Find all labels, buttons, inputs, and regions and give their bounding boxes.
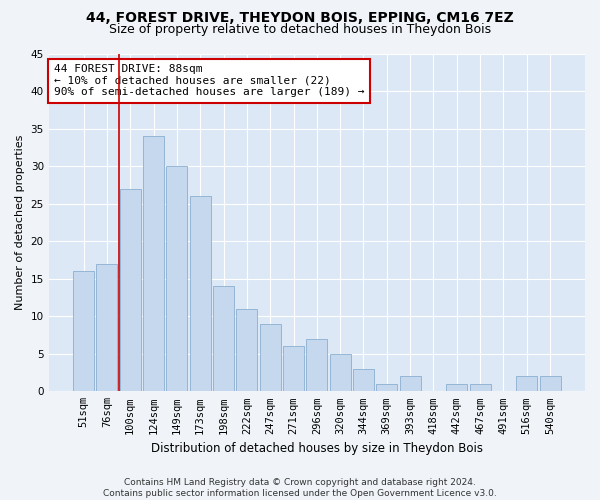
Bar: [376, 384, 397, 392]
Bar: [190, 196, 211, 392]
Bar: [283, 346, 304, 392]
Text: Size of property relative to detached houses in Theydon Bois: Size of property relative to detached ho…: [109, 22, 491, 36]
Bar: [470, 384, 491, 392]
Bar: [353, 369, 374, 392]
Bar: [143, 136, 164, 392]
X-axis label: Distribution of detached houses by size in Theydon Bois: Distribution of detached houses by size …: [151, 442, 483, 455]
Bar: [400, 376, 421, 392]
Bar: [516, 376, 537, 392]
Bar: [260, 324, 281, 392]
Bar: [539, 376, 560, 392]
Text: 44, FOREST DRIVE, THEYDON BOIS, EPPING, CM16 7EZ: 44, FOREST DRIVE, THEYDON BOIS, EPPING, …: [86, 11, 514, 25]
Text: Contains HM Land Registry data © Crown copyright and database right 2024.
Contai: Contains HM Land Registry data © Crown c…: [103, 478, 497, 498]
Bar: [307, 339, 328, 392]
Bar: [236, 309, 257, 392]
Bar: [73, 272, 94, 392]
Y-axis label: Number of detached properties: Number of detached properties: [15, 135, 25, 310]
Bar: [446, 384, 467, 392]
Bar: [120, 189, 140, 392]
Text: 44 FOREST DRIVE: 88sqm
← 10% of detached houses are smaller (22)
90% of semi-det: 44 FOREST DRIVE: 88sqm ← 10% of detached…: [54, 64, 365, 98]
Bar: [329, 354, 350, 392]
Bar: [97, 264, 118, 392]
Bar: [213, 286, 234, 392]
Bar: [166, 166, 187, 392]
